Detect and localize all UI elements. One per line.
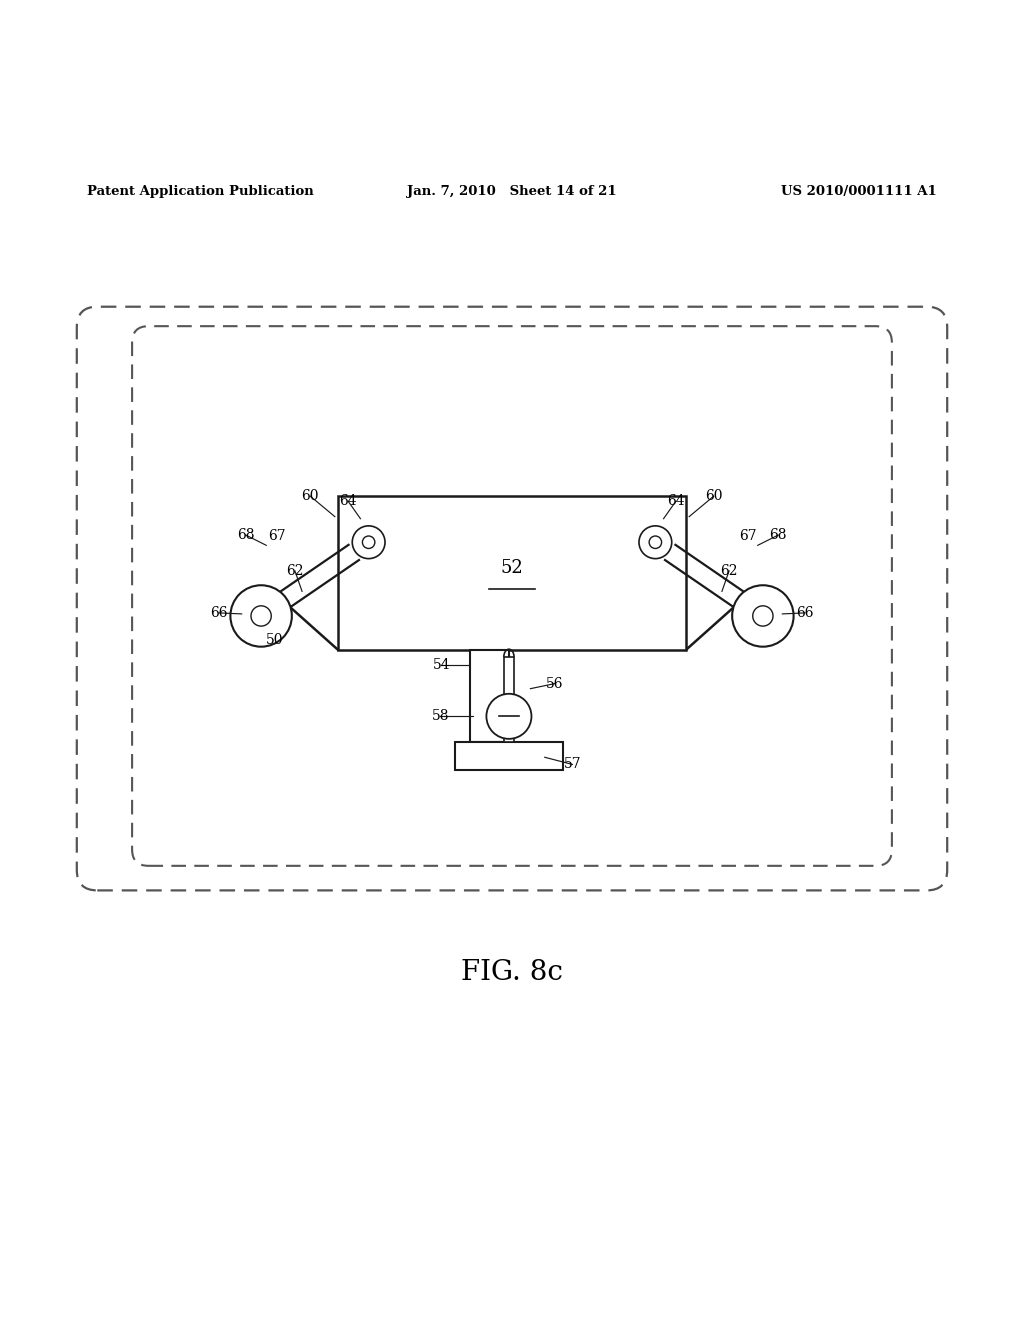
Circle shape xyxy=(649,536,662,549)
Text: 62: 62 xyxy=(286,564,304,578)
Text: Jan. 7, 2010   Sheet 14 of 21: Jan. 7, 2010 Sheet 14 of 21 xyxy=(408,185,616,198)
Text: 67: 67 xyxy=(738,529,757,543)
Text: FIG. 8c: FIG. 8c xyxy=(461,958,563,986)
Circle shape xyxy=(486,694,531,739)
Bar xyxy=(455,742,563,770)
Bar xyxy=(504,657,514,742)
Text: 60: 60 xyxy=(705,490,723,503)
Text: 58: 58 xyxy=(431,709,450,723)
Bar xyxy=(338,496,686,649)
Text: 50: 50 xyxy=(265,632,284,647)
Bar xyxy=(470,649,509,742)
Text: 52: 52 xyxy=(501,558,523,577)
Circle shape xyxy=(251,606,271,626)
Text: 64: 64 xyxy=(339,494,357,508)
Text: 67: 67 xyxy=(267,529,286,543)
Circle shape xyxy=(732,585,794,647)
Circle shape xyxy=(362,536,375,549)
Text: 68: 68 xyxy=(237,528,255,543)
Circle shape xyxy=(753,606,773,626)
Text: 60: 60 xyxy=(301,490,319,503)
Circle shape xyxy=(639,525,672,558)
Text: 54: 54 xyxy=(432,659,451,672)
Text: 64: 64 xyxy=(667,494,685,508)
Text: 68: 68 xyxy=(769,528,787,543)
Text: 57: 57 xyxy=(563,758,582,771)
Text: 56: 56 xyxy=(546,677,564,690)
Text: US 2010/0001111 A1: US 2010/0001111 A1 xyxy=(781,185,937,198)
Circle shape xyxy=(352,525,385,558)
Text: 66: 66 xyxy=(210,606,228,620)
Circle shape xyxy=(230,585,292,647)
Text: 62: 62 xyxy=(720,564,738,578)
Text: Patent Application Publication: Patent Application Publication xyxy=(87,185,313,198)
Text: 66: 66 xyxy=(796,606,814,620)
